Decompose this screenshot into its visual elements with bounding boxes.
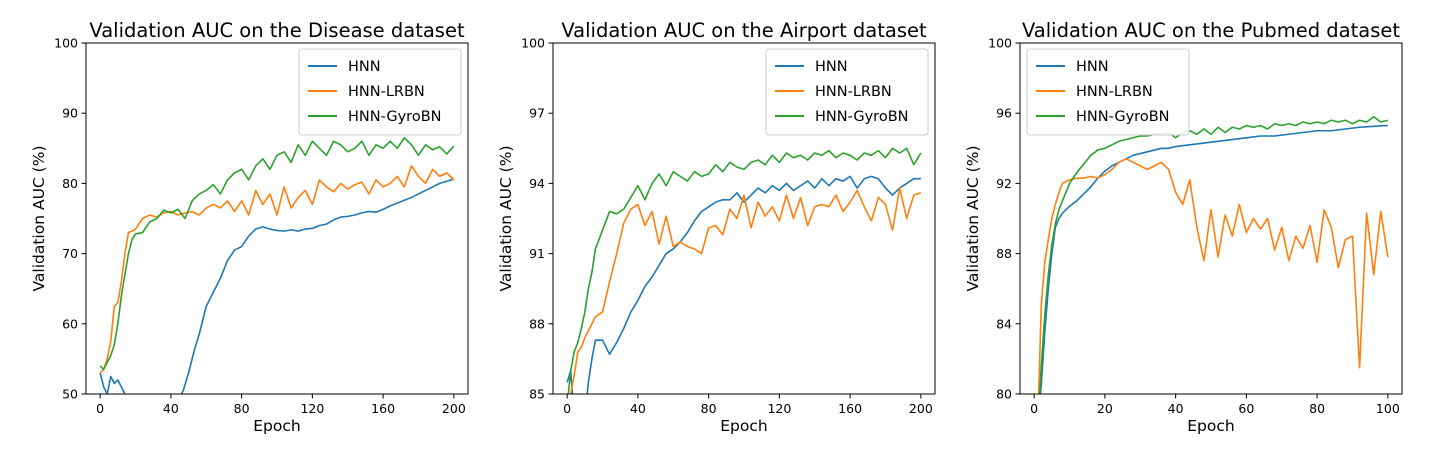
y-tick-label: 100 xyxy=(521,36,545,51)
chart-title: Validation AUC on the Disease dataset xyxy=(89,19,465,42)
y-axis-label: Validation AUC (%) xyxy=(497,146,515,292)
x-tick-label: 20 xyxy=(1097,401,1113,416)
plot-frame xyxy=(85,42,469,395)
series-line-hnn xyxy=(1039,124,1388,394)
chart-title: Validation AUC on the Pubmed dataset xyxy=(1022,19,1400,42)
plot-frame xyxy=(1019,42,1403,395)
series-line-hnn xyxy=(566,175,921,394)
y-axis-label: Validation AUC (%) xyxy=(964,146,982,292)
legend: HNN HNN-LRBN HNN-GyroBN xyxy=(1026,48,1190,136)
y-tick-label: 92 xyxy=(996,176,1012,191)
legend-entry: HNN-GyroBN xyxy=(815,109,909,125)
x-tick-label: 120 xyxy=(767,401,791,416)
x-tick-label: 100 xyxy=(1376,401,1400,416)
legend-box xyxy=(765,48,929,136)
x-tick-label: 80 xyxy=(1309,401,1325,416)
x-tick-label: 40 xyxy=(163,401,179,416)
x-tick-label: 200 xyxy=(909,401,933,416)
y-tick-label: 96 xyxy=(996,106,1012,121)
x-tick-label: 160 xyxy=(838,401,862,416)
chart-panel-2: 0 40 80 120 160 200 85 88 91 94 97 100 Validation AU… xyxy=(497,19,936,435)
legend-entry: HNN-GyroBN xyxy=(1076,109,1170,125)
legend-entry: HNN-LRBN xyxy=(815,84,892,100)
series-line-hnn-gyrobn xyxy=(567,147,922,394)
y-tick-label: 80 xyxy=(62,176,78,191)
y-tick-label: 100 xyxy=(54,36,78,51)
x-tick-label: 160 xyxy=(371,401,395,416)
series-line-hnn-gyrobn xyxy=(1038,115,1389,394)
y-tick-label: 88 xyxy=(996,246,1012,261)
series-line-hnn xyxy=(99,178,455,394)
legend: HNN HNN-LRBN HNN-GyroBN xyxy=(765,48,929,136)
x-tick-label: 200 xyxy=(442,401,466,416)
y-axis-label: Validation AUC (%) xyxy=(30,146,48,292)
y-tick-label: 80 xyxy=(996,387,1012,402)
y-tick-label: 100 xyxy=(988,36,1012,51)
y-tick-label: 50 xyxy=(62,387,78,402)
x-tick-label: 40 xyxy=(630,401,646,416)
x-tick-label: 40 xyxy=(1168,401,1184,416)
legend-entry: HNN xyxy=(348,59,381,75)
x-axis-label: Epoch xyxy=(253,417,300,435)
plot-frame xyxy=(552,42,936,395)
x-tick-label: 0 xyxy=(563,401,571,416)
chart-title: Validation AUC on the Airport dataset xyxy=(561,19,927,42)
series-line-hnn-gyrobn xyxy=(99,136,455,371)
legend-box xyxy=(1026,48,1190,136)
series-line-hnn-lrbn xyxy=(1037,158,1389,394)
legend-entry: HNN-LRBN xyxy=(1076,84,1153,100)
series-line-hnn-lrbn xyxy=(99,165,455,374)
y-tick-label: 60 xyxy=(62,316,78,331)
y-tick-label: 85 xyxy=(529,387,545,402)
x-tick-label: 120 xyxy=(300,401,324,416)
legend: HNN HNN-LRBN HNN-GyroBN xyxy=(298,48,462,136)
x-tick-label: 0 xyxy=(1030,401,1038,416)
x-axis-label: Epoch xyxy=(1187,417,1234,435)
y-tick-label: 91 xyxy=(529,246,545,261)
y-tick-label: 90 xyxy=(62,106,78,121)
x-tick-label: 80 xyxy=(234,401,250,416)
legend-entry: HNN-LRBN xyxy=(348,84,425,100)
series-line-hnn-lrbn xyxy=(569,187,922,394)
x-tick-label: 60 xyxy=(1238,401,1254,416)
chart-panel-1: 0 40 80 120 160 200 50 60 70 80 90 100 Validation AU… xyxy=(30,19,469,435)
x-tick-label: 0 xyxy=(96,401,104,416)
legend-entry: HNN xyxy=(1076,59,1109,75)
legend-box xyxy=(298,48,462,136)
legend-entry: HNN xyxy=(815,59,848,75)
y-tick-label: 84 xyxy=(996,316,1012,331)
legend-entry: HNN-GyroBN xyxy=(348,109,442,125)
y-tick-label: 70 xyxy=(62,246,78,261)
y-tick-label: 88 xyxy=(529,316,545,331)
y-tick-label: 94 xyxy=(529,176,545,191)
y-tick-label: 97 xyxy=(529,106,545,121)
chart-panel-3: 0 20 40 60 80 100 80 84 88 92 96 100 Validation AUC … xyxy=(964,19,1403,435)
x-tick-label: 80 xyxy=(701,401,717,416)
x-axis-label: Epoch xyxy=(720,417,767,435)
